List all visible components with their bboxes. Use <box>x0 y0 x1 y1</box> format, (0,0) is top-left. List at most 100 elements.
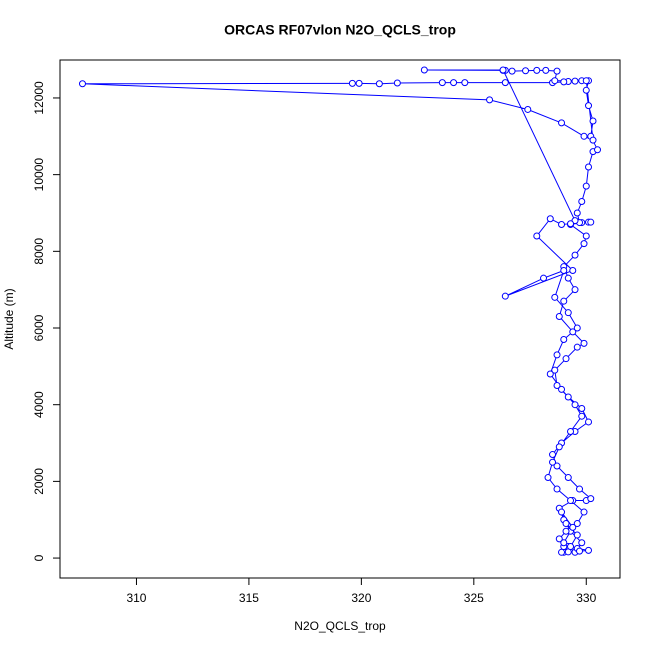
point <box>499 66 507 74</box>
point <box>594 146 602 154</box>
point <box>585 163 593 171</box>
point <box>571 401 579 409</box>
y-tick-label: 8000 <box>32 238 46 265</box>
point <box>558 119 566 127</box>
point <box>576 547 584 555</box>
y-tick-label: 4000 <box>32 391 46 418</box>
point <box>580 508 588 516</box>
point <box>553 67 561 75</box>
chart-title: ORCAS RF07vlon N2O_QCLS_trop <box>224 22 456 38</box>
point <box>569 328 577 336</box>
point <box>461 79 469 87</box>
point <box>587 495 595 503</box>
y-tick-label: 12000 <box>32 81 46 115</box>
point <box>555 535 563 543</box>
point <box>533 232 541 240</box>
point <box>501 79 509 87</box>
point <box>546 215 554 223</box>
point <box>560 539 568 547</box>
point <box>580 240 588 248</box>
x-tick-label: 310 <box>126 591 146 605</box>
point <box>540 274 548 282</box>
point <box>438 79 446 87</box>
point <box>582 232 590 240</box>
point <box>573 324 581 332</box>
point <box>585 546 593 554</box>
point <box>551 366 559 374</box>
point <box>393 79 401 87</box>
point <box>585 418 593 426</box>
point <box>589 117 597 125</box>
point <box>585 102 593 110</box>
point <box>578 405 586 413</box>
point <box>562 527 570 535</box>
point <box>524 105 532 113</box>
y-axis-label: Altitude (m) <box>2 288 16 349</box>
point <box>549 458 557 466</box>
point <box>558 548 566 556</box>
flight-line <box>82 69 599 554</box>
point <box>375 80 383 88</box>
x-tick-label: 325 <box>464 591 484 605</box>
point <box>551 293 559 301</box>
point <box>558 385 566 393</box>
x-tick-label: 330 <box>576 591 596 605</box>
point <box>544 474 552 482</box>
point <box>580 339 588 347</box>
point <box>580 132 588 140</box>
point <box>569 523 577 531</box>
point <box>555 313 563 321</box>
point <box>78 80 86 88</box>
y-tick-label: 2000 <box>32 468 46 495</box>
point <box>555 443 563 451</box>
point <box>542 66 550 74</box>
point <box>355 79 363 87</box>
point <box>348 79 356 87</box>
point <box>589 136 597 144</box>
point <box>553 382 561 390</box>
point <box>571 251 579 259</box>
point <box>567 497 575 505</box>
point <box>567 428 575 436</box>
point <box>562 355 570 363</box>
point <box>569 266 577 274</box>
point <box>560 297 568 305</box>
point <box>573 520 581 528</box>
point <box>571 77 579 85</box>
point <box>564 474 572 482</box>
plot-frame <box>59 59 621 579</box>
point <box>564 309 572 317</box>
point <box>578 197 586 205</box>
point <box>560 266 568 274</box>
point <box>522 67 530 75</box>
point <box>553 462 561 470</box>
point <box>573 531 581 539</box>
point <box>486 96 494 104</box>
point <box>553 485 561 493</box>
point <box>501 292 509 300</box>
point <box>420 66 428 74</box>
y-tick-label: 0 <box>32 554 46 561</box>
point <box>582 77 590 85</box>
point <box>564 274 572 282</box>
point <box>573 209 581 217</box>
point <box>567 220 575 228</box>
x-axis-label: N2O_QCLS_trop <box>294 619 386 633</box>
point <box>551 77 559 85</box>
y-tick-label: 6000 <box>32 314 46 341</box>
point <box>582 86 590 94</box>
point <box>562 520 570 528</box>
point <box>571 286 579 294</box>
point <box>582 182 590 190</box>
point <box>567 543 575 551</box>
point <box>558 220 566 228</box>
x-tick-label: 320 <box>351 591 371 605</box>
y-tick-label: 10000 <box>32 158 46 192</box>
point <box>560 336 568 344</box>
point <box>578 412 586 420</box>
point <box>587 218 595 226</box>
point <box>558 508 566 516</box>
point <box>573 343 581 351</box>
point <box>553 351 561 359</box>
